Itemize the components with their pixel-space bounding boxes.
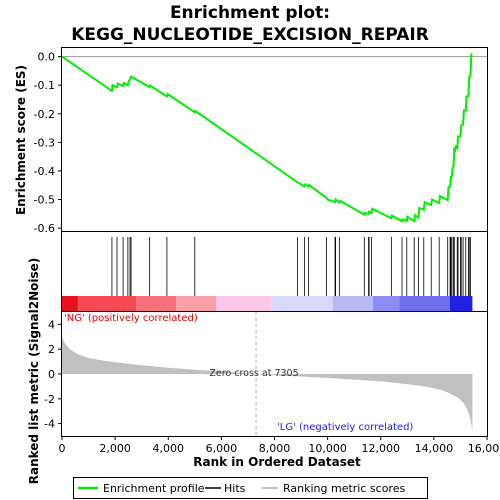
es-axis-label: Enrichment score (ES): [14, 65, 28, 215]
es-ytick-label: -0.6: [34, 222, 55, 235]
axes-layer: 0.0 -0.1 -0.2 -0.3 -0.4 -0.5 -0.6 4 2 0 -2 -4 0 2,000…: [34, 51, 500, 455]
legend-box: [73, 477, 428, 499]
legend-label-ranking-metric: Ranking metric scores: [283, 482, 405, 495]
hits-layer: [111, 237, 471, 296]
xtick-label: 16,000: [468, 442, 500, 455]
positive-correlation-label: 'NG' (positively correlated): [64, 313, 198, 324]
metric-axis-label: Ranked list metric (Signal2Noise): [27, 258, 41, 485]
metric-ytick-label: 4: [48, 318, 55, 331]
es-ytick-label: -0.4: [34, 165, 55, 178]
es-ytick-label: -0.3: [34, 136, 55, 149]
es-ytick-label: -0.1: [34, 79, 55, 92]
colorbar-segment: [136, 296, 177, 311]
metric-ytick-label: -2: [44, 393, 55, 406]
legend-label-hits: Hits: [224, 482, 246, 495]
metric-ytick-label: 0: [48, 368, 55, 381]
metric-ytick-label: 2: [48, 343, 55, 356]
ranked-metric-layer: [62, 312, 473, 436]
x-axis-label: Rank in Ordered Dataset: [193, 455, 361, 469]
chart-title-line2: KEGG_NUCLEOTIDE_EXCISION_REPAIR: [71, 25, 429, 45]
colorbar-segment: [449, 296, 473, 311]
ranking-metric-area: [62, 336, 473, 433]
colorbar-segment: [176, 296, 217, 311]
es-ytick-label: -0.5: [34, 194, 55, 207]
es-ytick-label: 0.0: [38, 51, 56, 64]
xtick-label: 10,000: [308, 442, 347, 455]
enrichment-layer: [61, 52, 487, 223]
legend: Enrichment profile Hits Ranking metric s…: [73, 477, 428, 499]
enrichment-profile-line: [61, 52, 473, 223]
xtick-label: 14,000: [415, 442, 454, 455]
colorbar-segment: [271, 296, 333, 311]
ranking-colorbar: [62, 296, 473, 311]
metric-ytick-label: -4: [44, 418, 55, 431]
negative-correlation-label: 'LG' (negatively correlated): [277, 422, 413, 433]
xtick-label: 12,000: [362, 442, 401, 455]
legend-label-enrichment-profile: Enrichment profile: [103, 482, 205, 495]
zero-cross-label: Zero cross at 7305: [209, 368, 298, 379]
xtick-label: 6,000: [206, 442, 238, 455]
colorbar-segment: [399, 296, 450, 311]
colorbar-segment: [216, 296, 272, 311]
chart-title-line1: Enrichment plot:: [170, 3, 330, 23]
es-ytick-label: -0.2: [34, 108, 55, 121]
colorbar-segment: [62, 296, 78, 311]
xtick-label: 8,000: [259, 442, 291, 455]
xtick-label: 0: [59, 442, 66, 455]
xtick-label: 4,000: [153, 442, 185, 455]
xtick-label: 2,000: [99, 442, 131, 455]
colorbar-segment: [332, 296, 373, 311]
colorbar-segment: [77, 296, 137, 311]
colorbar-segment: [372, 296, 400, 311]
